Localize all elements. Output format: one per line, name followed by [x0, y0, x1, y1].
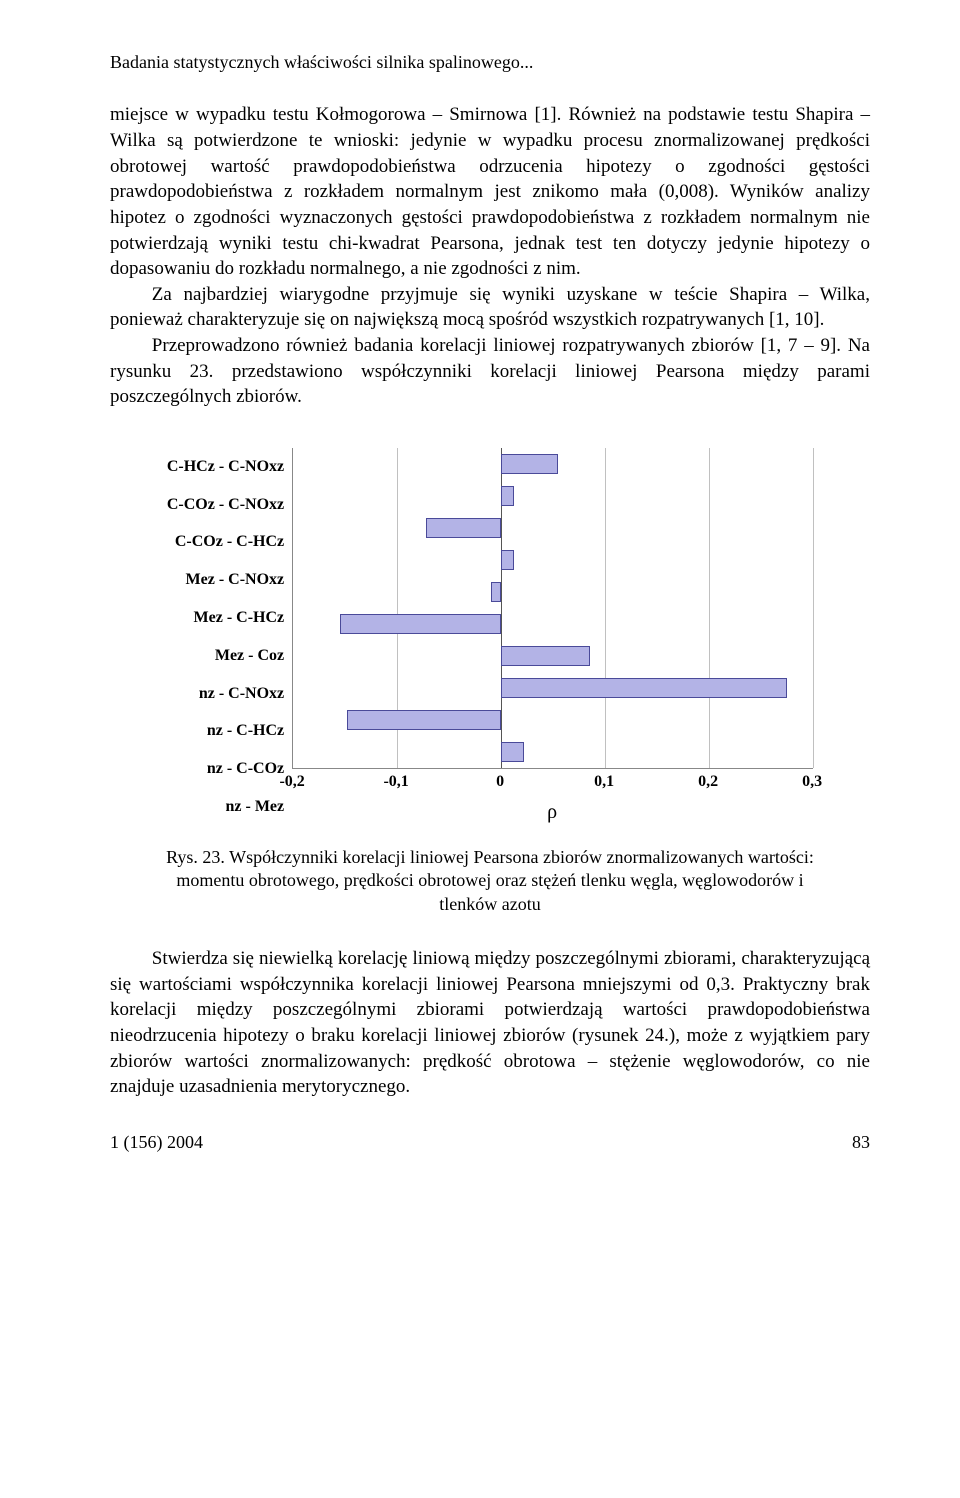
chart-bar	[501, 742, 524, 762]
body-paragraph-4: Stwierdza się niewielką korelację liniow…	[110, 946, 870, 1100]
chart-x-tick-label: -0,2	[279, 771, 304, 793]
body-paragraph-2: Za najbardziej wiarygodne przyjmuje się …	[110, 282, 870, 333]
footer-page-number: 83	[852, 1130, 870, 1154]
chart-bar	[426, 518, 501, 538]
chart-y-labels: C-HCz - C-NOxz C-COz - C-NOxz C-COz - C-HC…	[167, 448, 292, 826]
figure-caption: Rys. 23. Współczynniki korelacji liniowe…	[150, 846, 830, 916]
chart-bar	[501, 454, 558, 474]
chart-y-tick-label: nz - C-COz	[167, 753, 284, 785]
running-head: Badania statystycznych właściwości silni…	[110, 50, 870, 74]
chart-y-tick-label: Mez - C-HCz	[167, 602, 284, 634]
chart-x-labels: -0,2-0,100,10,20,3	[292, 769, 812, 793]
chart-y-tick-label: Mez - Coz	[167, 640, 284, 672]
chart-gridline	[813, 448, 814, 768]
chart-y-tick-label: C-COz - C-HCz	[167, 526, 284, 558]
chart-bar	[501, 486, 513, 506]
chart-x-tick-label: -0,1	[383, 771, 408, 793]
chart-bar	[501, 646, 589, 666]
correlation-chart: C-HCz - C-NOxz C-COz - C-NOxz C-COz - C-HC…	[110, 448, 870, 826]
chart-gridline	[605, 448, 606, 768]
chart-bar	[501, 678, 787, 698]
chart-y-tick-label: Mez - C-NOxz	[167, 564, 284, 596]
chart-bar	[340, 614, 501, 634]
chart-y-tick-label: nz - C-NOxz	[167, 678, 284, 710]
chart-bar	[491, 582, 501, 602]
footer-issue: 1 (156) 2004	[110, 1130, 203, 1154]
chart-x-axis-title: ρ	[292, 799, 812, 826]
body-paragraph-1: miejsce w wypadku testu Kołmogorowa – Sm…	[110, 102, 870, 281]
chart-x-tick-label: 0,3	[802, 771, 822, 793]
chart-x-tick-label: 0	[496, 771, 504, 793]
chart-plot-area	[292, 448, 813, 769]
chart-bar	[347, 710, 501, 730]
chart-gridline	[709, 448, 710, 768]
chart-y-tick-label: nz - C-HCz	[167, 715, 284, 747]
body-paragraph-3: Przeprowadzono również badania korelacji…	[110, 333, 870, 410]
chart-y-tick-label: C-COz - C-NOxz	[167, 489, 284, 521]
chart-x-tick-label: 0,2	[698, 771, 718, 793]
chart-y-tick-label: C-HCz - C-NOxz	[167, 451, 284, 483]
chart-y-tick-label: nz - Mez	[167, 791, 284, 823]
chart-x-tick-label: 0,1	[594, 771, 614, 793]
page-footer: 1 (156) 2004 83	[110, 1130, 870, 1154]
chart-bar	[501, 550, 513, 570]
